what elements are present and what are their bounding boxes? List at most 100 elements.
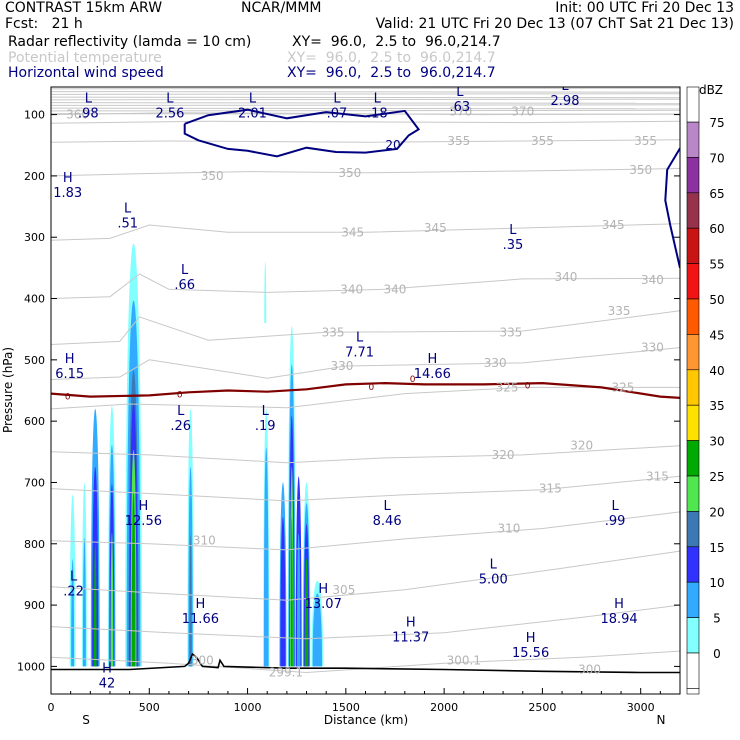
colorbar-bottom-swatch <box>686 688 700 695</box>
colorbar-swatch <box>686 298 700 335</box>
x-tick-label: 1000 <box>234 701 262 714</box>
theta-label: 325 <box>612 380 635 394</box>
extremum-marker: L <box>181 263 189 278</box>
y-tick-label: 500 <box>24 354 45 367</box>
colorbar-swatch <box>686 227 700 264</box>
forecast-hour: Fcst: 21 h <box>5 16 83 32</box>
theta-label: 330 <box>484 356 507 370</box>
extremum-value: 1.83 <box>53 186 82 201</box>
theta-label: 340 <box>340 282 363 296</box>
extremum-marker: H <box>427 352 437 367</box>
wind-zero-contour <box>51 381 680 399</box>
wind-label: 20 <box>385 138 400 152</box>
theta-contour <box>51 112 680 116</box>
terrain-line <box>51 652 680 674</box>
extremum-value: 18.94 <box>600 612 637 627</box>
theta-label: 335 <box>608 304 631 318</box>
extremum-marker: L <box>249 91 257 106</box>
theta-label: 325 <box>496 380 519 394</box>
reflectivity-cell-10-level-3 <box>304 558 309 667</box>
theta-contour <box>51 445 680 464</box>
center-title: NCAR/MMM <box>241 0 322 16</box>
theta-contour <box>51 604 680 640</box>
colorbar-label: 75 <box>709 116 724 130</box>
y-axis-label: Pressure (hPa) <box>1 347 15 433</box>
theta-band-line <box>51 87 680 90</box>
theta-contour <box>51 386 680 410</box>
colorbar-label: 30 <box>709 435 724 449</box>
theta-label: 345 <box>341 225 364 239</box>
theta-label: 330 <box>330 359 353 373</box>
colorbar-swatch <box>686 121 700 158</box>
field-xy-reflectivity: XY= 96.0, 2.5 to 96.0,214.7 <box>292 34 501 50</box>
theta-label: 355 <box>447 134 470 148</box>
reflectivity-cell-6-level-1 <box>263 447 269 667</box>
y-tick-label: 700 <box>24 476 45 489</box>
colorbar-top-swatch <box>686 86 700 123</box>
extremum-value: .18 <box>367 106 388 121</box>
theta-contour <box>51 347 680 380</box>
theta-label: 305 <box>332 583 355 597</box>
reflectivity-cell-9-level-1 <box>280 516 286 667</box>
wind-20-contour <box>183 108 421 158</box>
y-tick-label: 400 <box>24 293 45 306</box>
colorbar-swatch <box>686 475 700 512</box>
extremum-value: .63 <box>450 100 471 115</box>
theta-label: 345 <box>424 221 447 235</box>
extremum-marker: L <box>612 499 620 514</box>
colorbar-label: 45 <box>709 328 724 342</box>
extremum-value: .98 <box>78 106 99 121</box>
reflectivity-cell-12-level-1 <box>296 533 301 667</box>
field-name-reflectivity: Radar reflectivity (lamda = 10 cm) <box>8 34 252 50</box>
theta-contour <box>51 475 680 502</box>
theta-band-line <box>51 102 680 104</box>
extremum-value: 2.56 <box>155 106 184 121</box>
extremum-value: 11.37 <box>392 631 429 646</box>
theta-label: 315 <box>539 482 562 496</box>
theta-label: 300.1 <box>447 653 481 667</box>
reflectivity-cell-3-level-1 <box>71 559 75 667</box>
extremum-marker: L <box>456 85 464 100</box>
theta-contour <box>51 273 680 299</box>
extremum-value: 2.98 <box>551 94 580 109</box>
colorbar-title: dBZ <box>699 83 723 97</box>
extremum-value: .26 <box>170 419 191 434</box>
colorbar-label: 5 <box>713 612 721 626</box>
theta-label: 340 <box>384 282 407 296</box>
colorbar-label: 70 <box>709 151 724 165</box>
extremum-value: 14.66 <box>414 367 451 382</box>
theta-contour <box>51 168 680 177</box>
x-tick-label: 1500 <box>332 701 360 714</box>
colorbar-swatch <box>686 652 700 689</box>
theta-label: 350 <box>338 166 361 180</box>
theta-band-line <box>51 91 680 93</box>
reflectivity-cell-8-level-4 <box>290 517 293 667</box>
field-xy-wind: XY= 96.0, 2.5 to 96.0,214.7 <box>287 65 496 81</box>
colorbar-swatch <box>686 546 700 583</box>
theta-band-line <box>51 109 680 112</box>
theta-label: 355 <box>531 134 554 148</box>
extremum-marker: H <box>195 597 205 612</box>
extremum-value: 11.66 <box>182 612 219 627</box>
extremum-marker: L <box>490 557 498 572</box>
extremum-marker: H <box>63 171 73 186</box>
model-title: CONTRAST 15km ARW <box>5 0 163 16</box>
colorbar-swatch <box>686 404 700 441</box>
colorbar-label: 20 <box>709 505 724 519</box>
extremum-marker: H <box>65 352 75 367</box>
wind-label: 0 <box>525 381 531 391</box>
extremum-marker: L <box>509 223 517 238</box>
theta-band-line <box>51 104 680 106</box>
x-tick-label: 2500 <box>528 701 556 714</box>
colorbar-swatch <box>686 369 700 406</box>
y-tick-label: 100 <box>24 109 45 122</box>
valid-time: Valid: 21 UTC Fri 20 Dec 13 (07 ChT Sat … <box>375 16 734 32</box>
theta-label: 320 <box>570 439 593 453</box>
extremum-value: .99 <box>605 514 626 529</box>
extremum-marker: H <box>138 499 148 514</box>
y-tick-label: 300 <box>24 231 45 244</box>
field-xy-theta: XY= 96.0, 2.5 to 96.0,214.7 <box>287 50 496 66</box>
extremum-marker: L <box>85 91 93 106</box>
theta-label: 330 <box>641 341 664 355</box>
colorbar-swatch <box>686 440 700 477</box>
